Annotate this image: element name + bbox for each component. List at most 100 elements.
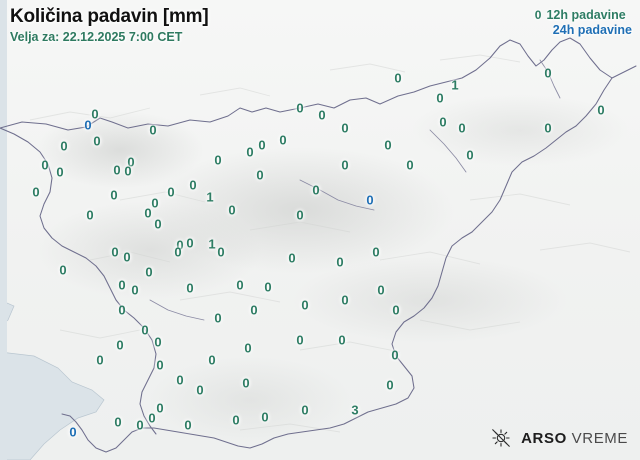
station-value: 0: [114, 414, 122, 430]
station-value: 0: [116, 337, 124, 353]
sea-left-strip: [0, 0, 7, 460]
station-value: 0: [96, 352, 104, 368]
station-value: 0: [196, 382, 204, 398]
station-value: 0: [167, 184, 175, 200]
station-value: 1: [208, 236, 216, 252]
station-value: 0: [256, 167, 264, 183]
legend-label-12h: 12h padavine: [546, 8, 626, 22]
station-value: 0: [236, 277, 244, 293]
station-value: 0: [84, 117, 92, 133]
station-value: 0: [242, 375, 250, 391]
station-value: 0: [384, 137, 392, 153]
station-value: 0: [250, 302, 258, 318]
station-value: 0: [466, 147, 474, 163]
legend: 0 12h padavine 24h padavine: [535, 8, 632, 38]
station-value: 0: [458, 120, 466, 136]
station-value: 0: [214, 152, 222, 168]
station-value: 0: [228, 202, 236, 218]
station-value: 0: [244, 340, 252, 356]
station-value: 0: [544, 120, 552, 136]
station-value: 0: [296, 100, 304, 116]
station-value: 0: [301, 402, 309, 418]
station-value: 0: [341, 292, 349, 308]
logo-arso: ARSO: [521, 429, 567, 447]
station-value: 0: [141, 322, 149, 338]
station-value: 0: [279, 132, 287, 148]
legend-sample-value: 0: [534, 8, 542, 22]
station-value: 0: [111, 244, 119, 260]
station-value: 0: [296, 207, 304, 223]
station-value: 0: [208, 352, 216, 368]
station-value: 0: [246, 144, 254, 160]
station-value: 0: [118, 277, 126, 293]
logo-vreme: VREME: [571, 429, 628, 447]
station-value: 0: [59, 262, 67, 278]
station-value: 0: [392, 302, 400, 318]
station-value: 0: [377, 282, 385, 298]
station-value: 1: [206, 189, 214, 205]
station-value: 0: [232, 412, 240, 428]
station-value: 0: [110, 187, 118, 203]
station-value: 0: [366, 192, 374, 208]
station-value: 0: [312, 182, 320, 198]
station-value: 0: [184, 417, 192, 433]
station-value: 0: [386, 377, 394, 393]
station-value: 0: [439, 114, 447, 130]
station-value: 0: [174, 244, 182, 260]
station-value: 0: [156, 357, 164, 373]
station-value: 0: [406, 157, 414, 173]
station-value: 0: [154, 216, 162, 232]
station-value: 0: [176, 237, 184, 253]
station-value: 0: [123, 249, 131, 265]
station-value: 0: [217, 244, 225, 260]
station-value: 0: [301, 297, 309, 313]
station-value: 0: [93, 133, 101, 149]
station-value: 0: [597, 102, 605, 118]
station-value: 0: [336, 254, 344, 270]
station-value: 0: [149, 122, 157, 138]
arso-vreme-logo: ARSO VREME: [490, 427, 628, 449]
station-value: 0: [544, 65, 552, 81]
station-value: 0: [186, 235, 194, 251]
valid-time-subtitle: Velja za: 22.12.2025 7:00 CET: [10, 30, 183, 44]
station-value: 0: [127, 154, 135, 170]
legend-row-24h: 24h padavine: [535, 23, 632, 38]
station-value: 0: [148, 410, 156, 426]
page-title: Količina padavin [mm]: [10, 6, 209, 27]
station-value: 0: [156, 400, 164, 416]
station-value: 0: [69, 424, 77, 440]
sun-weather-icon: [492, 429, 510, 447]
station-value: 0: [56, 164, 64, 180]
station-value: 0: [394, 70, 402, 86]
station-value: 0: [151, 195, 159, 211]
station-value: 0: [145, 264, 153, 280]
station-value: 0: [41, 157, 49, 173]
logo-text: ARSO VREME: [521, 430, 628, 447]
station-value: 0: [32, 184, 40, 200]
station-value: 0: [189, 177, 197, 193]
station-value: 0: [296, 332, 304, 348]
station-value: 0: [214, 310, 222, 326]
station-value: 0: [372, 244, 380, 260]
station-value: 0: [131, 282, 139, 298]
station-value: 0: [258, 137, 266, 153]
station-value: 0: [341, 157, 349, 173]
station-value: 0: [124, 163, 132, 179]
station-value: 0: [136, 417, 144, 433]
header: Količina padavin [mm] Velja za: 22.12.20…: [10, 6, 209, 45]
station-value: 0: [144, 205, 152, 221]
legend-row-12h: 0 12h padavine: [535, 8, 632, 23]
station-value: 0: [113, 162, 121, 178]
station-value: 3: [351, 402, 359, 418]
station-value: 0: [318, 107, 326, 123]
station-value: 0: [118, 302, 126, 318]
station-value: 0: [341, 120, 349, 136]
station-value: 0: [91, 106, 99, 122]
station-value: 0: [86, 207, 94, 223]
station-value: 0: [338, 332, 346, 348]
station-value: 0: [436, 90, 444, 106]
